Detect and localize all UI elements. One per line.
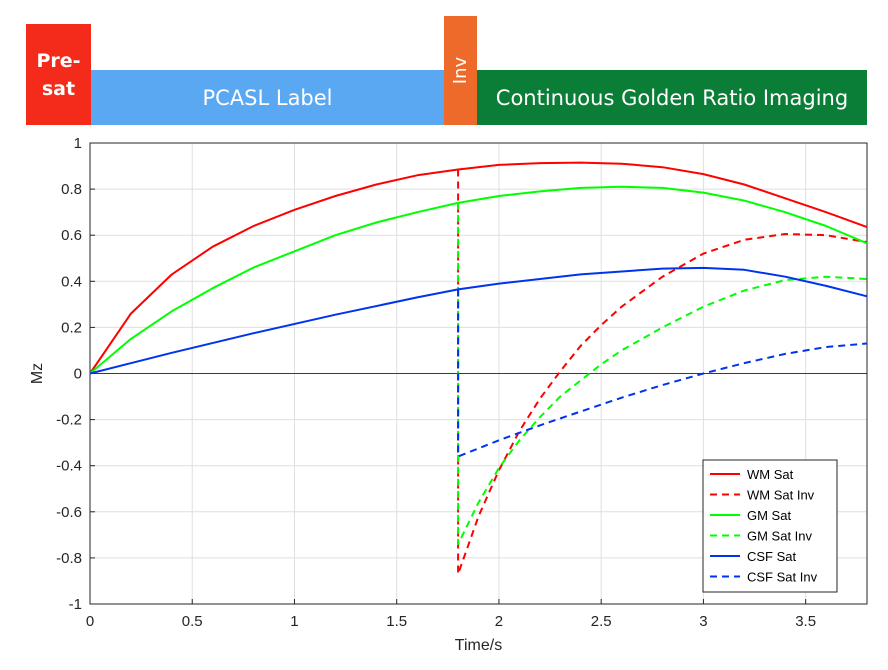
imaging-phase-label: Continuous Golden Ratio Imaging — [495, 85, 849, 110]
y-tick-label: -1 — [69, 596, 82, 613]
x-tick-label: 1 — [290, 613, 298, 630]
x-tick-label: 2 — [495, 613, 503, 630]
y-axis-label: Mz — [29, 363, 46, 384]
y-tick-label: 0.4 — [61, 273, 82, 290]
legend-entry-wm-sat: WM Sat — [747, 467, 794, 482]
x-tick-label: 3.5 — [795, 613, 816, 630]
y-tick-label: 0.6 — [61, 227, 82, 244]
legend-entry-csf-sat-inv: CSF Sat Inv — [747, 570, 818, 585]
legend-box — [702, 459, 838, 593]
y-tick-label: 0.2 — [61, 319, 82, 336]
series-gm-sat-line — [89, 185, 868, 375]
series-csf-sat-line — [89, 266, 868, 375]
series-wm-sat-line — [89, 161, 868, 375]
x-axis-label: Time/s — [455, 637, 502, 654]
imaging-phase-band: Continuous Golden Ratio Imaging — [477, 70, 867, 125]
x-tick-label: 2.5 — [591, 613, 612, 630]
series-csf-sat-inv-line — [457, 289, 868, 458]
y-tick-label: 0 — [74, 366, 82, 383]
legend-entry-csf-sat: CSF Sat — [747, 549, 797, 564]
axis-ticks: 0 0.5 1 1.5 2 2.5 3 3.5 -1 -0.8 -0.6 -0.4 -0.2 0 0.2 0.… — [56, 135, 816, 630]
pcasl-phase-label: PCASL Label — [202, 85, 333, 110]
chart-legend: WM Sat WM Sat Inv GM Sat GM Sat Inv CSF Sat C… — [702, 459, 838, 593]
chart-series — [89, 161, 868, 575]
y-tick-label: 1 — [74, 135, 82, 152]
legend-entry-gm-sat-inv: GM Sat Inv — [747, 529, 813, 544]
presat-phase-band: Pre- sat — [26, 24, 91, 125]
x-tick-label: 1.5 — [386, 613, 407, 630]
legend-entry-wm-sat-inv: WM Sat Inv — [747, 488, 815, 503]
x-tick-label: 3 — [699, 613, 707, 630]
y-tick-label: -0.6 — [56, 504, 82, 521]
y-tick-label: 0.8 — [61, 181, 82, 198]
y-tick-label: -0.8 — [56, 550, 82, 567]
x-tick-label: 0.5 — [182, 613, 203, 630]
inversion-phase-band: Inv — [444, 16, 477, 125]
series-gm-sat-inv-line — [457, 202, 868, 546]
y-tick-label: -0.4 — [56, 458, 82, 475]
x-tick-label: 0 — [86, 613, 94, 630]
presat-phase-label: Pre- sat — [36, 49, 81, 100]
legend-entry-gm-sat: GM Sat — [747, 508, 791, 523]
pcasl-label-phase-band: PCASL Label — [91, 70, 444, 125]
y-tick-label: -0.2 — [56, 412, 82, 429]
